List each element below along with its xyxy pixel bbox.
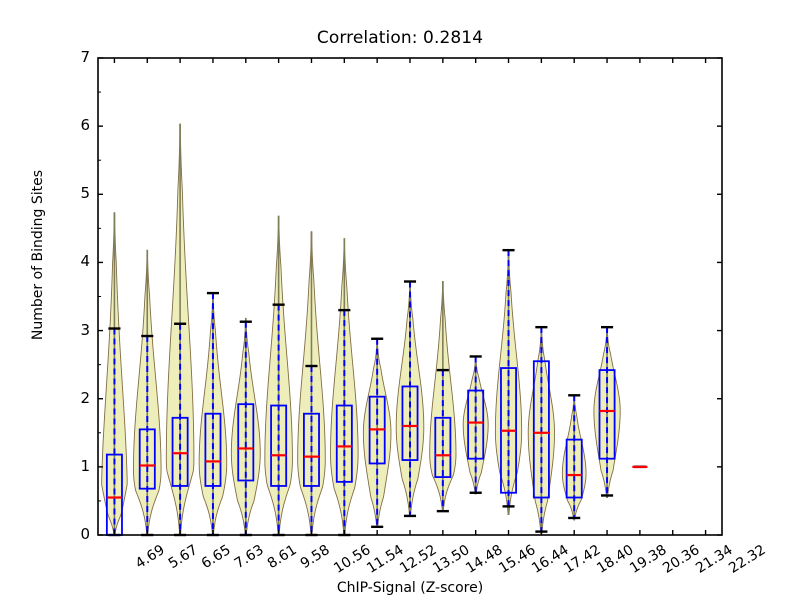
x-axis-label: ChIP-Signal (Z-score) (336, 580, 484, 596)
y-tick-label: 3 (80, 320, 90, 339)
violin-group (165, 123, 195, 537)
y-tick-label: 4 (80, 252, 90, 271)
box-rect (434, 416, 452, 478)
box-rect (204, 412, 222, 487)
violin-group (264, 215, 293, 537)
violin-group (198, 291, 228, 537)
violin-group (362, 337, 392, 529)
box-rect (138, 428, 156, 490)
box-rect (303, 412, 320, 487)
violin-group (395, 280, 425, 518)
box-rect (237, 403, 255, 482)
y-tick-label: 1 (80, 456, 90, 475)
box-rect (598, 369, 616, 460)
box-rect (467, 389, 485, 460)
violin-group (297, 231, 326, 537)
box-rect (171, 416, 189, 487)
violin-group (593, 325, 621, 498)
violin-group (429, 281, 457, 513)
violin-group (527, 325, 555, 535)
box-rect (270, 404, 288, 487)
violin-group (462, 355, 489, 495)
y-tick-label: 5 (80, 184, 90, 203)
y-tick-label: 2 (80, 388, 90, 407)
violins-layer (101, 123, 648, 537)
violin-group (101, 212, 128, 537)
y-axis-label: Number of Binding Sites (30, 169, 46, 341)
chart-title: Correlation: 0.2814 (316, 28, 484, 48)
box-rect (565, 438, 583, 499)
box-rect (401, 385, 419, 461)
box-rect (532, 360, 550, 499)
y-tick-label: 6 (80, 116, 90, 135)
y-tick-label: 0 (80, 525, 90, 543)
axes-layer (97, 57, 723, 536)
violin-group (133, 249, 162, 537)
violin-group (561, 394, 587, 521)
violin-group (494, 248, 523, 516)
y-tick-label: 7 (80, 48, 90, 66)
violin-group (330, 238, 359, 537)
box-rect (335, 404, 353, 483)
violin-group (230, 317, 261, 537)
